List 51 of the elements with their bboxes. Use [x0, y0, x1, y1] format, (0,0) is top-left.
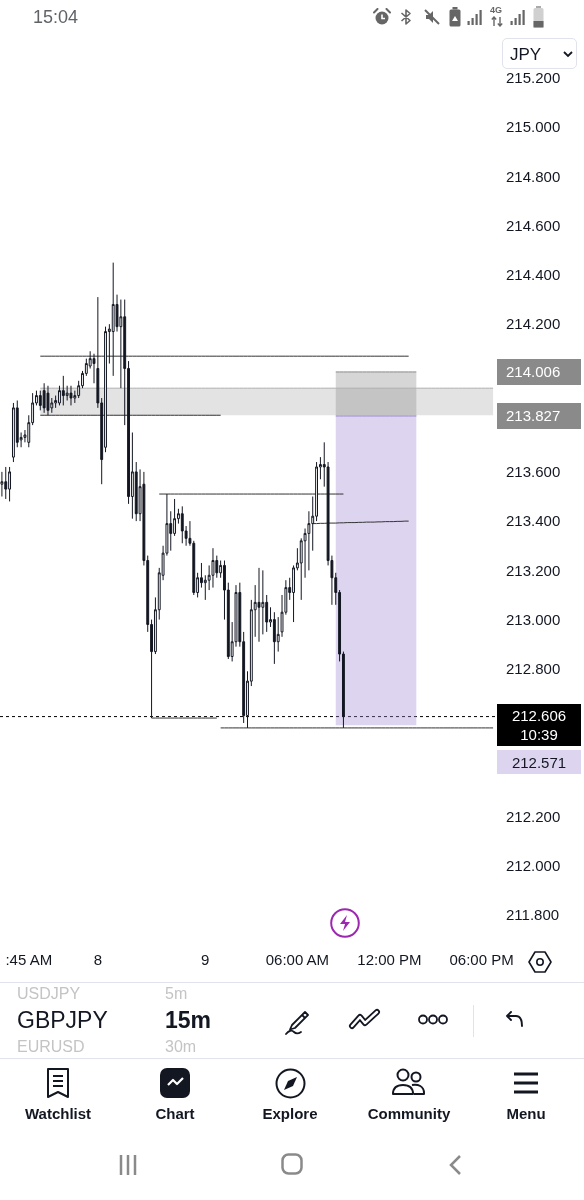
text: 30m [165, 1038, 197, 1057]
text: 15:04 [33, 7, 79, 28]
text: Menu [506, 1105, 546, 1123]
y-tick-label: 214.600 [506, 216, 561, 234]
y-tick-label: 213.827 [506, 407, 561, 425]
y-tick-label: 213.000 [506, 610, 561, 628]
x-tick-label: 8 [93, 951, 103, 968]
text: EURUSD [17, 1038, 85, 1057]
text: Community [367, 1105, 451, 1123]
candlestick [69, 385, 73, 406]
text: 4G [490, 5, 503, 16]
y-tick-label: 214.400 [506, 266, 561, 284]
y-tick-label: 214.200 [506, 315, 561, 333]
y-tick-label: 215.000 [506, 118, 561, 136]
x-tick-label: 12:00 PM [357, 951, 422, 968]
text: JPY [510, 45, 542, 65]
candlestick [257, 567, 261, 643]
text: Explore [262, 1105, 318, 1123]
candlestick [8, 466, 12, 502]
candlestick [46, 385, 50, 416]
candlestick [180, 505, 184, 544]
text: USDJPY [17, 985, 81, 1004]
y-tick-label: 215.200 [506, 69, 561, 87]
y-tick-label: 213.600 [506, 463, 561, 481]
x-tick-label: :45 AM [5, 951, 53, 968]
y-tick-label: 211.800 [506, 906, 560, 924]
text: 212.571 [511, 753, 567, 771]
candlestick [111, 262, 115, 377]
candlestick [211, 547, 215, 589]
y-tick-label: 212.200 [506, 807, 561, 825]
text: Watchlist [24, 1105, 92, 1123]
x-tick-label: 9 [201, 951, 210, 968]
y-tick-label: 214.006 [506, 363, 561, 381]
y-tick-label: 213.200 [506, 561, 561, 579]
candlestick [42, 382, 46, 414]
x-tick-label: 06:00 AM [265, 951, 330, 968]
candlestick [0, 471, 4, 497]
y-tick-label: 212.000 [506, 857, 561, 875]
candlestick [61, 375, 65, 406]
y-tick-label: 212.800 [506, 660, 561, 678]
ref-line-label: 212.606 10:39 [511, 706, 567, 744]
x-tick-label: 06:00 PM [449, 951, 514, 968]
y-tick-label: 213.400 [506, 512, 561, 530]
text: 5m [165, 985, 188, 1004]
candlestick [4, 466, 8, 500]
candlestick [11, 402, 15, 463]
y-tick-label: 214.800 [506, 167, 561, 185]
text: 15m [165, 1007, 212, 1034]
text: GBPJPY [17, 1007, 108, 1034]
candlestick [272, 611, 276, 665]
text: Chart [155, 1105, 195, 1123]
